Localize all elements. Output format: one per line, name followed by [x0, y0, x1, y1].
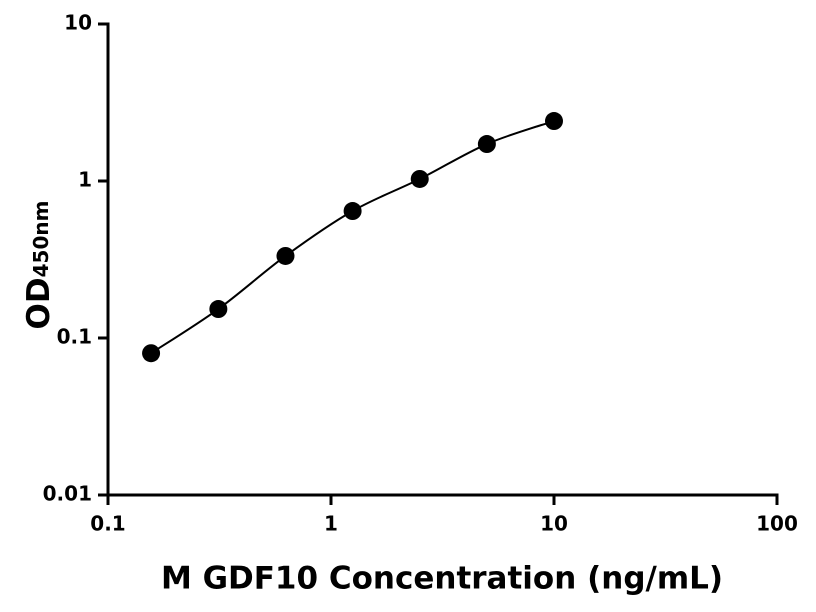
y-axis-title-main: OD [21, 277, 57, 329]
y-axis-title-sub: 450nm [29, 201, 53, 278]
data-point [477, 135, 496, 154]
y-tick-label: 0.01 [43, 482, 92, 506]
y-tick-label: 1 [78, 168, 92, 192]
data-point [343, 202, 362, 221]
data-point [276, 246, 295, 265]
data-point [545, 112, 563, 131]
x-tick-label: 0.1 [90, 512, 125, 536]
data-point [209, 300, 228, 319]
data-point [142, 344, 161, 363]
x-tick-label: 10 [540, 512, 568, 536]
x-tick-label: 100 [756, 512, 798, 536]
y-tick-label: 0.1 [57, 325, 92, 349]
y-tick-label: 10 [64, 11, 92, 35]
fit-curve [150, 120, 555, 355]
x-axis-title: M GDF10 Concentration (ng/mL) [161, 561, 723, 597]
y-axis-title-group: OD450nm [21, 201, 57, 330]
data-point [410, 169, 429, 188]
y-axis-title: OD450nm [21, 201, 57, 330]
x-tick-label: 1 [324, 512, 338, 536]
